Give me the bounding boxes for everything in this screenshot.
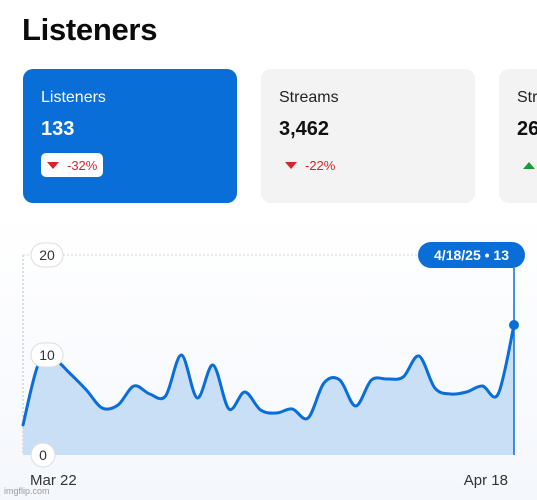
stat-card-third[interactable]: Str 26 xyxy=(499,69,537,203)
stat-card-label: Streams xyxy=(279,89,339,106)
y-tick-label: 0 xyxy=(30,442,56,468)
y-tick-text: 20 xyxy=(39,247,55,263)
y-tick-label: 10 xyxy=(30,342,64,368)
y-tick-pill xyxy=(30,242,64,268)
y-tick-text: 0 xyxy=(39,447,47,463)
tooltip: 4/18/25 • 13 xyxy=(418,242,525,268)
change-value: -22% xyxy=(305,157,336,173)
change-badge xyxy=(517,153,537,177)
watermark: imgflip.com xyxy=(4,486,50,496)
series-line xyxy=(21,323,516,427)
stat-card-value: 26 xyxy=(517,118,537,140)
y-tick-pill xyxy=(30,442,56,468)
stat-card-value: 133 xyxy=(41,118,75,140)
tooltip-text: 4/18/25 • 13 xyxy=(434,247,509,263)
change-value: -32% xyxy=(67,157,98,173)
stat-cards: Listeners 133 -32% Streams 3,462 -22% St… xyxy=(23,69,537,204)
stat-card-label: Listeners xyxy=(41,89,106,106)
arrow-down-icon xyxy=(47,161,59,169)
series-area-fill xyxy=(23,325,514,455)
y-tick-text: 10 xyxy=(39,347,55,363)
arrow-up-icon xyxy=(523,161,535,169)
page-title: Listeners xyxy=(22,12,158,47)
x-tick-label: Mar 22 xyxy=(30,472,77,489)
stat-card-listeners[interactable]: Listeners 133 -32% xyxy=(23,69,237,203)
stat-card-label: Str xyxy=(517,89,537,106)
change-badge: -22% xyxy=(279,153,341,177)
arrow-down-icon xyxy=(285,161,297,169)
tooltip-background xyxy=(418,242,525,268)
stat-card-streams[interactable]: Streams 3,462 -22% xyxy=(261,69,475,203)
change-badge: -32% xyxy=(41,153,104,177)
y-tick-label: 20 xyxy=(30,242,64,268)
x-tick-label: Apr 18 xyxy=(464,472,508,489)
hover-point[interactable] xyxy=(509,320,519,330)
y-tick-pill xyxy=(30,342,64,368)
stat-card-value: 3,462 xyxy=(279,118,330,140)
